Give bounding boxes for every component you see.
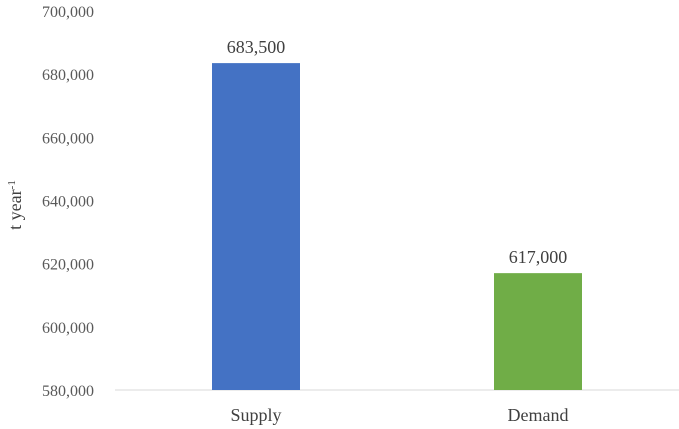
y-tick-label: 700,000 bbox=[42, 4, 94, 21]
y-tick-label: 580,000 bbox=[42, 383, 94, 400]
y-tick-label: 600,000 bbox=[42, 320, 94, 337]
y-axis-ticks: 580,000 600,000 620,000 640,000 660,000 680,0… bbox=[42, 4, 94, 400]
data-labels: 683,500 617,000 bbox=[227, 37, 568, 267]
bars bbox=[212, 63, 582, 391]
y-axis-label-text: t year bbox=[5, 189, 25, 229]
bar-demand bbox=[494, 273, 582, 390]
bar-supply bbox=[212, 63, 300, 391]
category-label-demand: Demand bbox=[508, 405, 569, 425]
y-tick-label: 620,000 bbox=[42, 257, 94, 274]
category-labels: Supply Demand bbox=[230, 405, 568, 425]
category-label-supply: Supply bbox=[230, 405, 281, 425]
data-label-supply: 683,500 bbox=[227, 37, 286, 57]
y-axis-label: t year-1 bbox=[5, 180, 25, 230]
y-tick-label: 660,000 bbox=[42, 130, 94, 147]
y-axis-label-superscript: -1 bbox=[6, 180, 18, 189]
y-tick-label: 640,000 bbox=[42, 194, 94, 211]
data-label-demand: 617,000 bbox=[509, 247, 568, 267]
y-tick-label: 680,000 bbox=[42, 67, 94, 84]
